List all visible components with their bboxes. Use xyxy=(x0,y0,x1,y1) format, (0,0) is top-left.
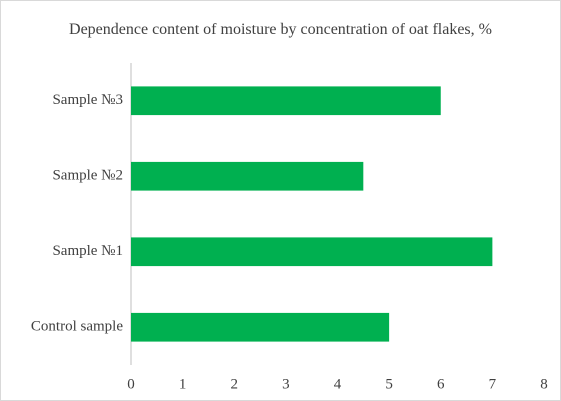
x-tick-label: 1 xyxy=(179,376,187,392)
y-tick-label: Sample №3 xyxy=(52,92,123,108)
y-tick-label: Sample №1 xyxy=(52,243,123,259)
x-tick-label: 4 xyxy=(334,376,342,392)
x-tick-label: 8 xyxy=(540,376,548,392)
x-tick-label: 3 xyxy=(282,376,290,392)
chart-title: Dependence content of moisture by concen… xyxy=(69,21,492,38)
bar xyxy=(131,312,390,342)
bar xyxy=(131,86,441,116)
bar xyxy=(131,237,493,267)
x-tick-label: 5 xyxy=(385,376,393,392)
x-tick-label: 6 xyxy=(437,376,445,392)
bar xyxy=(131,161,364,191)
x-tick-label: 2 xyxy=(231,376,239,392)
y-tick-label: Sample №2 xyxy=(52,168,123,184)
x-tick-label: 7 xyxy=(489,376,497,392)
x-tick-label: 0 xyxy=(127,376,135,392)
y-tick-label: Control sample xyxy=(31,319,123,335)
